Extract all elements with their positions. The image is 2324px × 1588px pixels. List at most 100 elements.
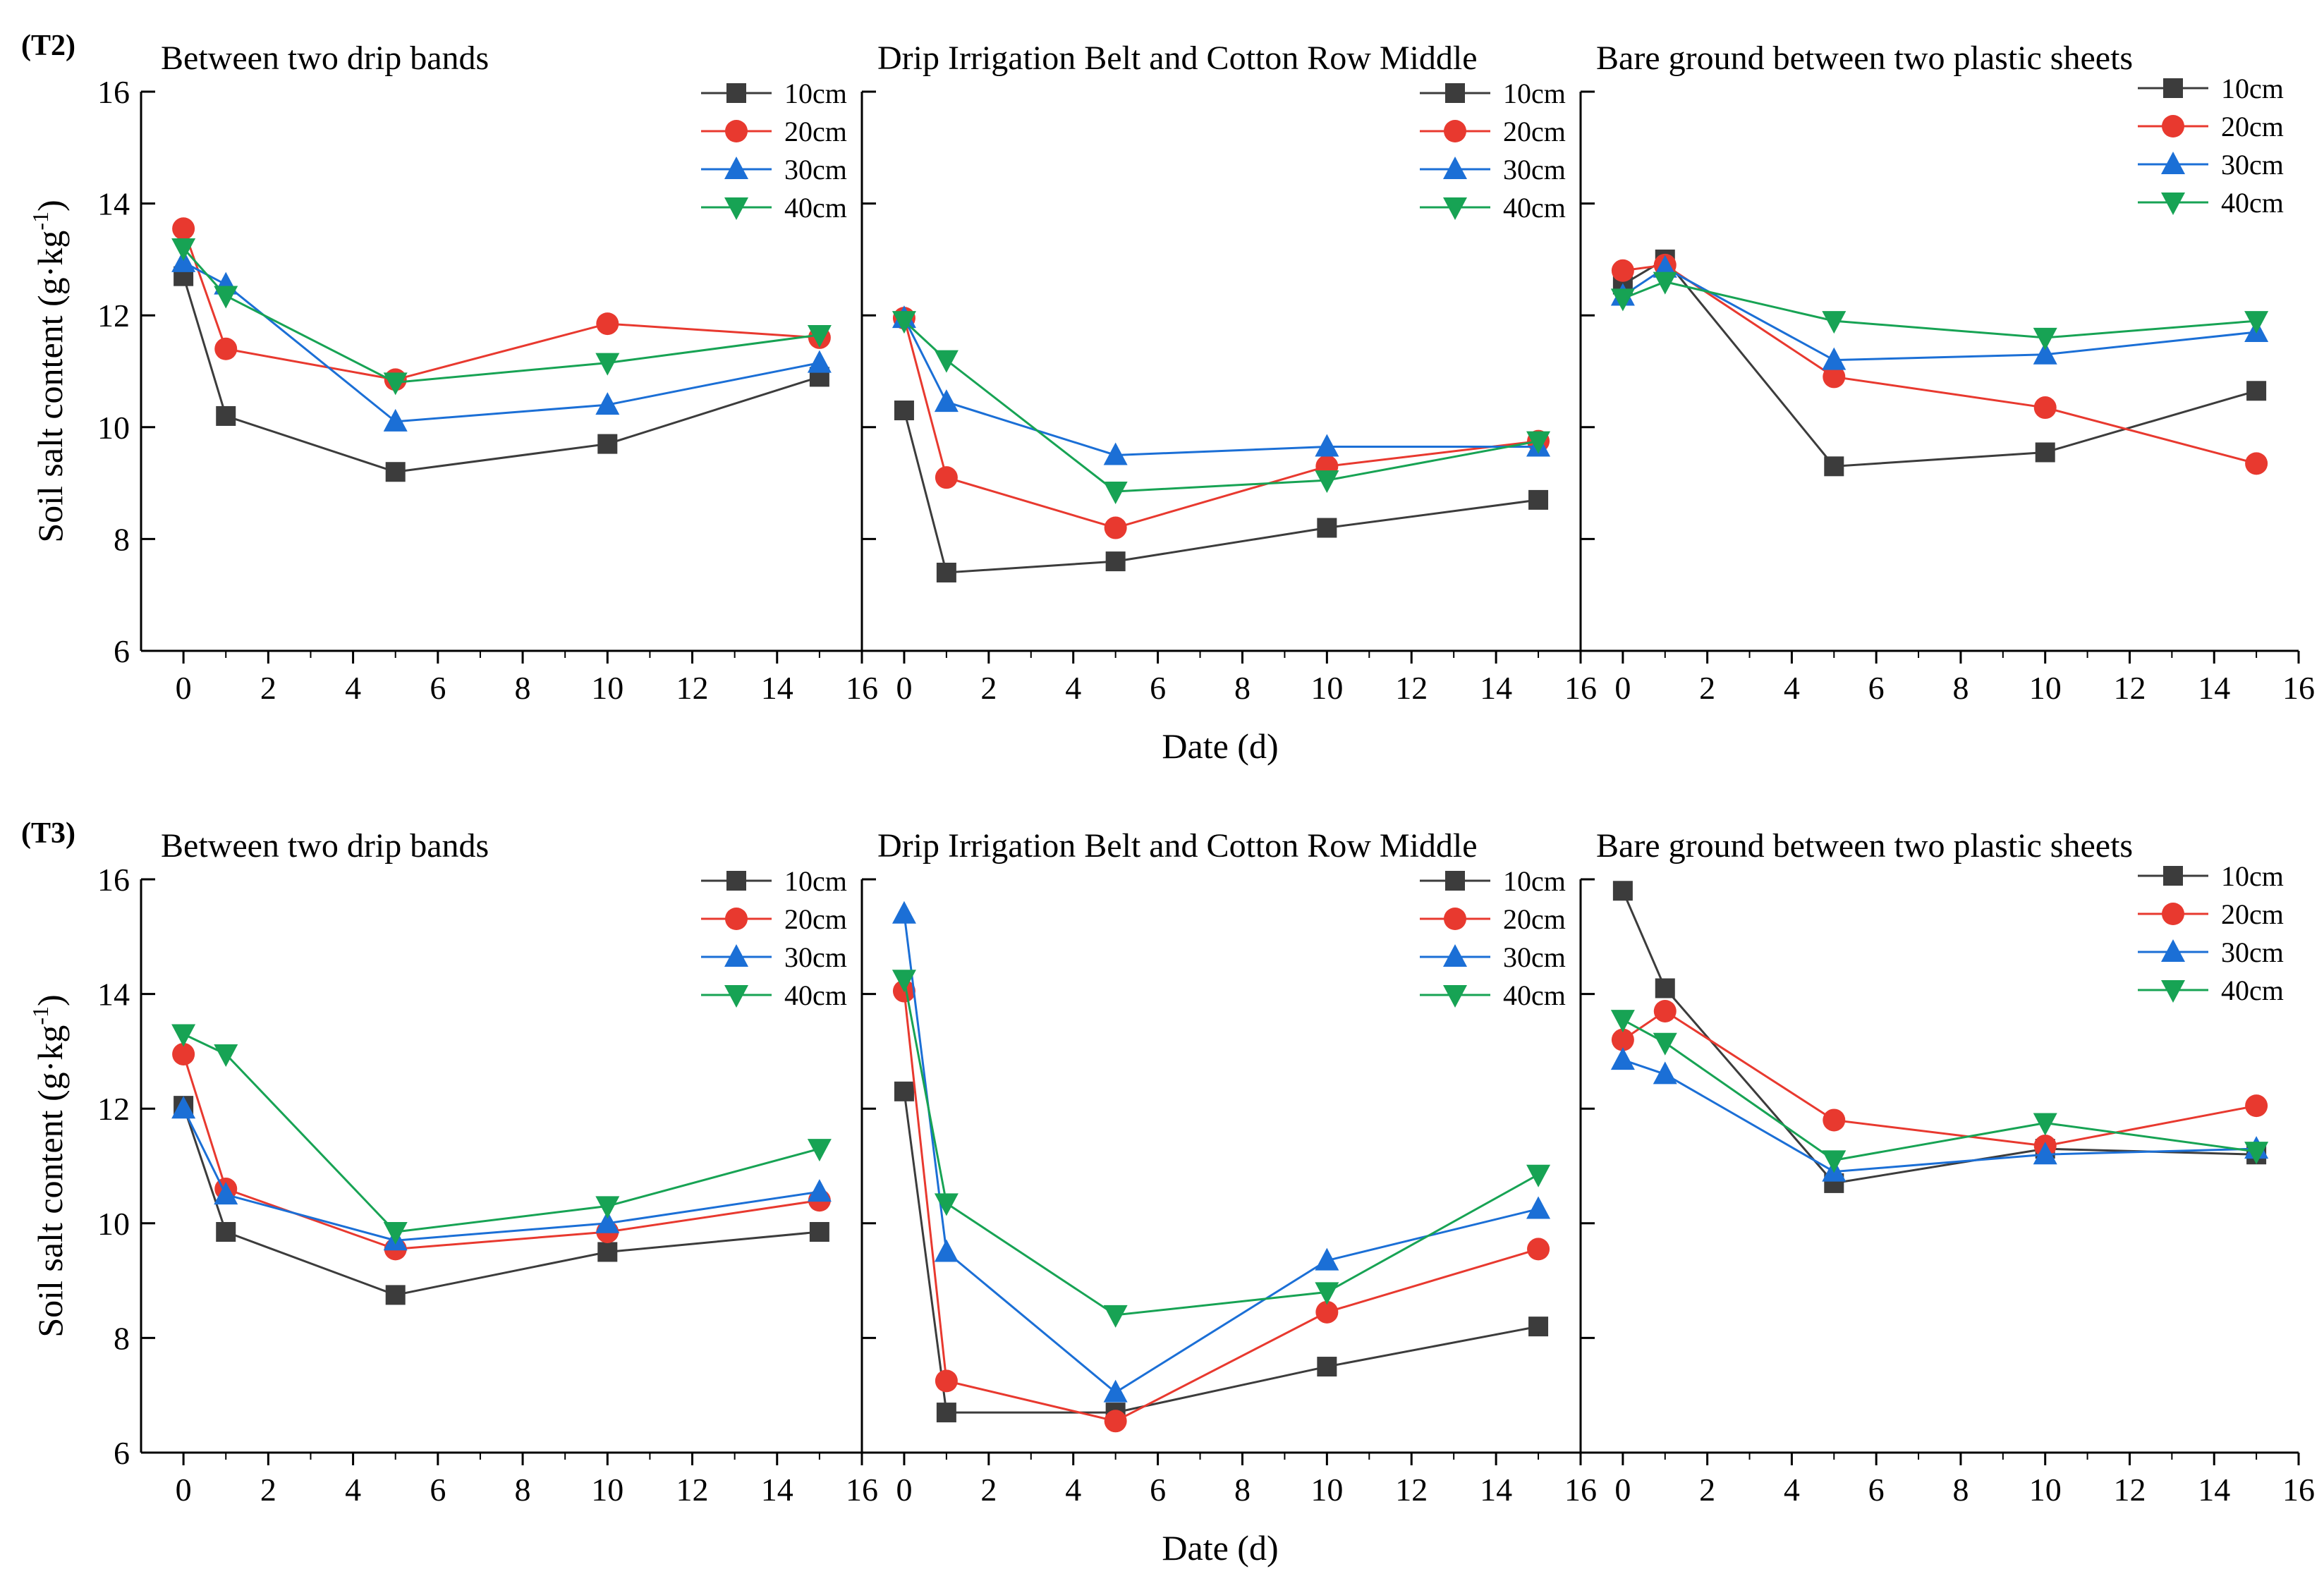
legend-marker-10cm [2163, 866, 2183, 886]
series-line-40cm [183, 1033, 820, 1233]
series-line-40cm [182, 248, 820, 384]
data-point-30cm [214, 1182, 238, 1205]
x-tick-label: 16 [846, 1472, 878, 1508]
x-tick-label: 4 [1784, 670, 1800, 706]
data-point-40cm [1653, 1032, 1677, 1056]
chart-panel: 6 8 10 12 14 16 0 2 4 6 8 10 12 14 16 Between two drip … [21, 817, 878, 1508]
legend-marker-30cm [2161, 939, 2185, 962]
data-point-10cm [597, 1242, 618, 1262]
x-tick-label: 12 [676, 670, 709, 706]
y-tick-label: 16 [97, 74, 130, 110]
data-point-20cm [1104, 1410, 1127, 1433]
data-point-20cm [214, 337, 238, 360]
data-point-30cm [1103, 1379, 1128, 1403]
data-point-10cm [385, 462, 406, 482]
data-point-40cm [595, 353, 620, 376]
x-tick-label: 6 [430, 1472, 446, 1508]
x-tick-label: 4 [345, 670, 361, 706]
data-point-40cm [1822, 1150, 1847, 1173]
legend-marker-40cm [2161, 193, 2185, 215]
legend-label: 30cm [2221, 149, 2284, 181]
x-tick-label: 10 [1310, 1472, 1343, 1508]
legend-marker-40cm [1443, 197, 1467, 220]
x-tick-label: 0 [896, 670, 912, 706]
data-point-40cm [1315, 1282, 1339, 1305]
x-tick-label: 0 [896, 1472, 912, 1508]
x-tick-label: 12 [1395, 670, 1428, 706]
data-point-30cm [2033, 1142, 2057, 1165]
series-line-10cm [182, 1105, 820, 1296]
x-tick-label: 16 [1564, 670, 1597, 706]
x-axis-title: Date (d) [1162, 726, 1278, 766]
x-tick-label: 14 [1480, 1472, 1512, 1508]
data-point-40cm [934, 350, 959, 373]
legend-label: 40cm [2221, 187, 2284, 219]
data-point-40cm [1610, 1010, 1635, 1033]
series-line-40cm [903, 979, 1539, 1317]
x-tick-label: 16 [2282, 670, 2315, 706]
legend-marker-20cm [2162, 903, 2184, 925]
x-tick-label: 4 [1784, 1472, 1800, 1508]
data-point-40cm [214, 1044, 238, 1067]
data-point-30cm [2033, 341, 2057, 365]
data-point-10cm [936, 562, 956, 582]
legend-label: 30cm [784, 154, 847, 185]
data-point-10cm [894, 401, 914, 421]
x-tick-label: 6 [1868, 1472, 1885, 1508]
data-point-40cm [2244, 1142, 2269, 1165]
data-point-30cm [934, 1239, 959, 1262]
data-point-10cm [385, 1285, 406, 1305]
x-tick-label: 0 [176, 670, 192, 706]
data-point-40cm [595, 1196, 620, 1219]
y-tick-label: 14 [97, 186, 130, 222]
legend-label: 10cm [784, 865, 847, 897]
data-point-40cm [1610, 288, 1635, 312]
x-tick-label: 8 [1952, 1472, 1969, 1508]
data-point-20cm [1611, 259, 1634, 282]
legend-marker-20cm [725, 120, 748, 142]
x-tick-label: 8 [515, 670, 531, 706]
data-point-10cm [216, 405, 236, 426]
data-point-10cm [1528, 1317, 1549, 1337]
data-point-30cm [171, 1096, 196, 1119]
legend-label: 40cm [2221, 975, 2284, 1006]
x-tick-label: 10 [2029, 1472, 2062, 1508]
x-tick-label: 6 [1150, 670, 1166, 706]
data-point-40cm [807, 324, 832, 348]
x-tick-label: 0 [1614, 1472, 1631, 1508]
x-tick-label: 8 [515, 1472, 531, 1508]
x-tick-label: 2 [980, 670, 997, 706]
series-line-30cm [903, 913, 1539, 1394]
series-line-30cm [183, 261, 820, 423]
legend-marker-30cm [1443, 157, 1467, 179]
data-point-40cm [1103, 481, 1128, 504]
y-axis-title: Soil salt content (g·kg-1) [28, 200, 70, 542]
legend-label: 10cm [2221, 860, 2284, 892]
data-point-20cm [2245, 452, 2268, 475]
data-point-40cm [1526, 431, 1551, 454]
legend-marker-40cm [724, 985, 748, 1008]
x-tick-label: 8 [1234, 1472, 1251, 1508]
data-point-10cm [2035, 442, 2055, 463]
y-tick-label: 14 [97, 977, 130, 1013]
chart-panel: 0 2 4 6 8 10 12 14 16 Bare ground between two pla… [1579, 39, 2315, 706]
legend-marker-40cm [724, 197, 748, 220]
x-tick-label: 2 [260, 670, 276, 706]
row-label: (T2) [21, 30, 75, 62]
series-line-10cm [903, 1091, 1539, 1414]
data-point-10cm [1655, 978, 1675, 998]
data-point-40cm [171, 238, 196, 262]
data-point-10cm [1612, 881, 1633, 901]
legend-label: 30cm [2221, 936, 2284, 968]
legend-label: 20cm [1503, 903, 1566, 935]
legend-label: 20cm [784, 116, 847, 147]
data-point-30cm [934, 389, 959, 413]
data-point-30cm [1526, 1196, 1551, 1219]
data-point-40cm [1526, 1164, 1551, 1187]
x-tick-label: 8 [1234, 670, 1251, 706]
chart-panel: 0 2 4 6 8 10 12 14 16 Drip Irrigation Belt and Co… [860, 827, 1597, 1568]
legend-marker-40cm [2161, 980, 2185, 1003]
series-line-30cm [1622, 1058, 2257, 1173]
y-tick-label: 6 [114, 1435, 130, 1471]
data-point-40cm [171, 1024, 196, 1047]
